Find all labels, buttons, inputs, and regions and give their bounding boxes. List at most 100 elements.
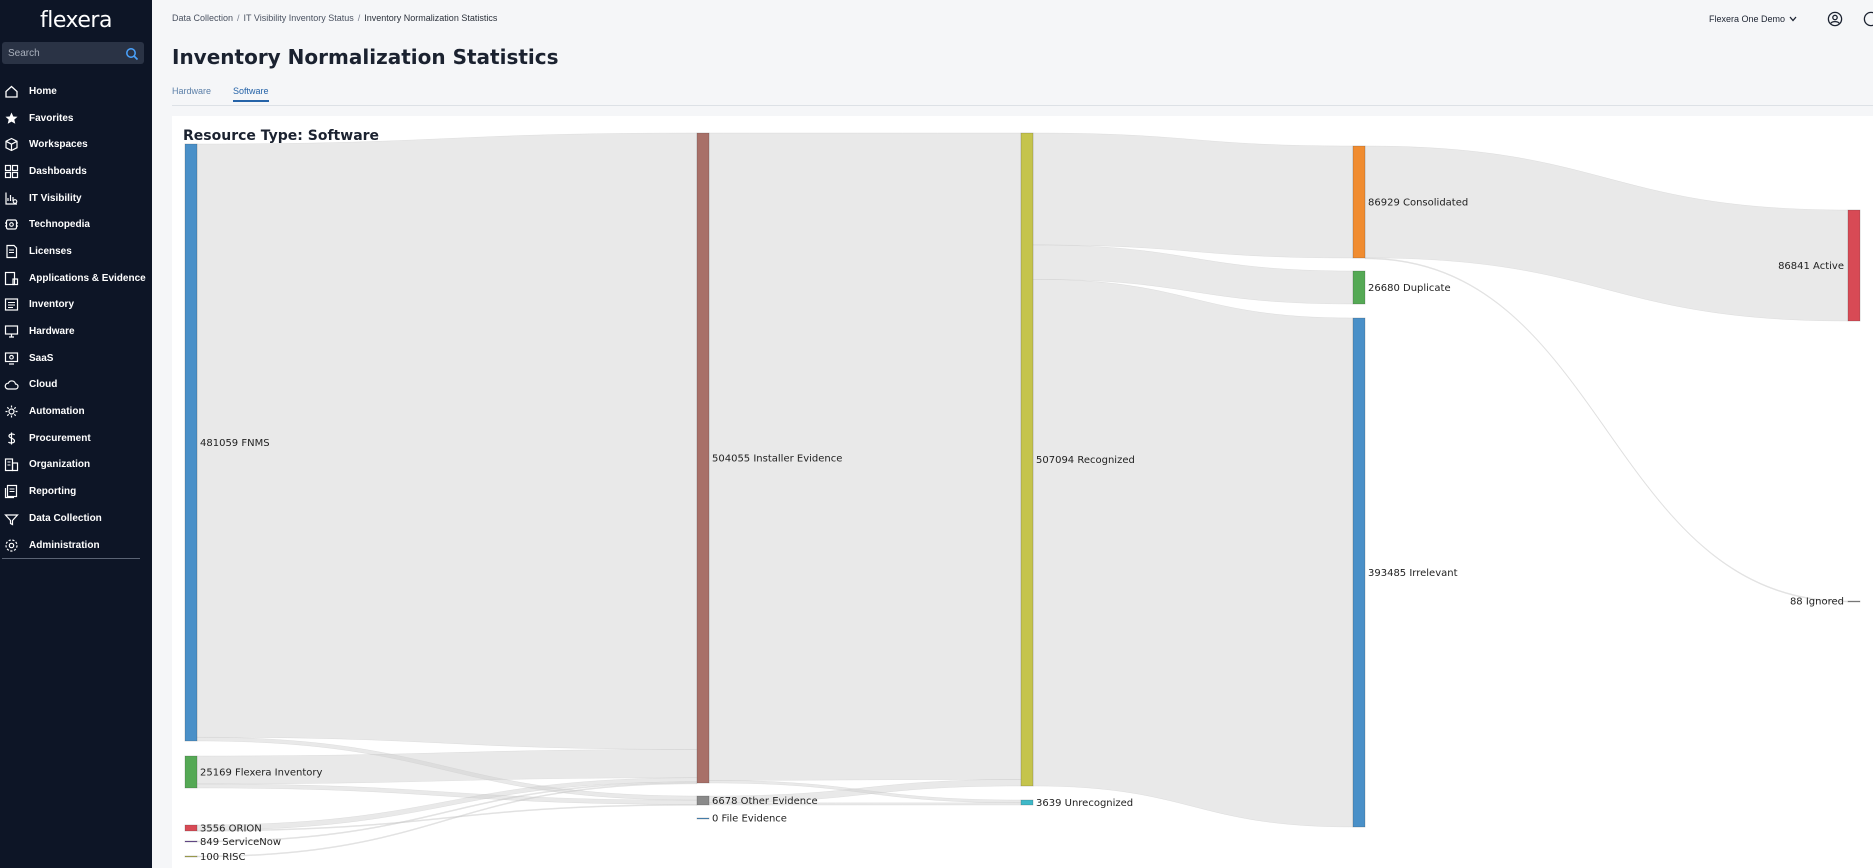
sidebar-item-applications-and-evidence[interactable]: Applications & Evidence <box>0 265 152 292</box>
page-title: Inventory Normalization Statistics <box>172 45 559 69</box>
sidebar-item-favorites[interactable]: Favorites <box>0 105 152 132</box>
sidebar-item-label: Data Collection <box>29 512 102 524</box>
sidebar-item-label: Automation <box>29 406 85 418</box>
sidebar-item-label: Cloud <box>29 379 58 391</box>
sankey-link-risc-to-installer[interactable] <box>196 782 698 858</box>
hardware-icon <box>4 325 19 338</box>
sankey-node-label-consolidated: 86929 Consolidated <box>1368 198 1468 209</box>
home-icon <box>5 85 18 98</box>
sankey-node-unrecognized[interactable] <box>1020 799 1034 806</box>
technopedia-icon <box>5 219 18 230</box>
reporting-icon <box>4 485 18 499</box>
breadcrumb-item-current: Inventory Normalization Statistics <box>364 13 498 23</box>
organization-icon <box>4 458 19 472</box>
sidebar-item-hardware[interactable]: Hardware <box>0 318 152 345</box>
breadcrumb: Data Collection / IT Visibility Inventory … <box>172 13 497 23</box>
sidebar-item-it-visibility[interactable]: IT Visibility <box>0 185 152 212</box>
sidebar-item-label: Applications & Evidence <box>29 272 146 284</box>
sidebar-item-label: Technopedia <box>29 219 90 231</box>
sankey-node-label-risc: 100 RISC <box>200 852 246 863</box>
cube-icon <box>5 138 18 152</box>
breadcrumb-item-data-collection[interactable]: Data Collection <box>172 13 234 23</box>
sidebar-item-label: Workspaces <box>29 139 88 151</box>
sidebar-item-automation[interactable]: Automation <box>0 398 152 425</box>
sidebar-item-procurement[interactable]: Procurement <box>0 425 152 452</box>
tab-hardware[interactable]: Hardware <box>172 86 212 96</box>
sankey-node-label-ignored: 88 Ignored <box>1790 597 1844 608</box>
help-icon[interactable] <box>1863 11 1873 27</box>
sidebar-item-label: Administration <box>29 539 100 551</box>
sankey-node-irrelevant[interactable] <box>1352 317 1366 828</box>
sidebar-item-home[interactable]: Home <box>0 78 152 105</box>
sankey-link-servicenow-to-installer[interactable] <box>196 781 698 843</box>
sankey-node-duplicate[interactable] <box>1352 270 1366 305</box>
sidebar-item-data-collection[interactable]: Data Collection <box>0 505 152 532</box>
applications-icon <box>4 271 19 285</box>
data-collection-icon <box>4 514 19 526</box>
top-right-controls: Flexera One Demo <box>1709 10 1873 28</box>
sidebar-item-technopedia[interactable]: Technopedia <box>0 211 152 238</box>
dollar-icon <box>7 432 16 445</box>
sidebar-item-workspaces[interactable]: Workspaces <box>0 131 152 158</box>
sankey-node-file[interactable] <box>696 817 710 820</box>
cloud-icon <box>4 380 19 391</box>
sankey-node-fnms[interactable] <box>184 143 198 742</box>
sankey-node-consolidated[interactable] <box>1352 145 1366 259</box>
search-input[interactable] <box>8 45 123 61</box>
sankey-node-risc[interactable] <box>184 855 198 858</box>
sankey-node-label-active: 86841 Active <box>1778 261 1844 272</box>
sidebar-item-inventory[interactable]: Inventory <box>0 292 152 319</box>
tabs-divider <box>172 105 1873 106</box>
breadcrumb-separator: / <box>237 13 240 23</box>
sankey-link-orion-to-other[interactable] <box>196 804 698 832</box>
sankey-link-consolidated-to-active[interactable] <box>1364 145 1849 322</box>
sidebar-item-dashboards[interactable]: Dashboards <box>0 158 152 185</box>
tab-software[interactable]: Software <box>233 86 269 102</box>
sankey-nodes <box>184 132 1861 858</box>
sankey-node-other[interactable] <box>696 795 710 806</box>
inventory-icon <box>4 298 19 311</box>
sankey-link-fnms-to-installer[interactable] <box>196 132 698 750</box>
sankey-node-label-recognized: 507094 Recognized <box>1036 455 1135 466</box>
sidebar-item-licenses[interactable]: Licenses <box>0 238 152 265</box>
sankey-node-recognized[interactable] <box>1020 132 1034 787</box>
sidebar-item-cloud[interactable]: Cloud <box>0 372 152 399</box>
sankey-node-orion[interactable] <box>184 824 198 832</box>
star-icon <box>5 112 18 124</box>
license-icon <box>6 244 18 259</box>
sidebar-item-reporting[interactable]: Reporting <box>0 478 152 505</box>
sidebar-item-label: Home <box>29 85 57 97</box>
sidebar-item-label: Procurement <box>29 432 91 444</box>
flexera-logo[interactable]: flexera <box>40 8 112 33</box>
sankey-chart: 481059 FNMS 25169 Flexera Inventory 3556 O… <box>184 132 1861 864</box>
sankey-node-label-unrecognized: 3639 Unrecognized <box>1036 798 1133 809</box>
sankey-links <box>196 132 1849 858</box>
search-icon[interactable] <box>125 46 139 61</box>
automation-icon <box>5 405 18 418</box>
sankey-node-label-irrelevant: 393485 Irrelevant <box>1368 568 1458 579</box>
breadcrumb-item-it-visibility-inventory-status[interactable]: IT Visibility Inventory Status <box>243 13 354 23</box>
sankey-node-label-duplicate: 26680 Duplicate <box>1368 283 1451 294</box>
sidebar-item-label: Reporting <box>29 486 77 498</box>
sankey-node-label-installer: 504055 Installer Evidence <box>712 454 842 465</box>
sankey-node-flexinv[interactable] <box>184 755 198 789</box>
sidebar-item-administration[interactable]: Administration <box>0 532 152 559</box>
org-name: Flexera One Demo <box>1708 14 1785 24</box>
sankey-node-installer[interactable] <box>696 132 710 784</box>
tab-bar: Hardware Software <box>172 86 291 102</box>
sidebar-item-organization[interactable]: Organization <box>0 452 152 479</box>
sankey-link-recognized-to-irrelevant[interactable] <box>1032 279 1354 828</box>
sankey-node-servicenow[interactable] <box>184 840 198 843</box>
org-switcher[interactable]: Flexera One Demo <box>1709 14 1797 24</box>
sankey-node-label-file: 0 File Evidence <box>712 814 787 825</box>
dashboard-icon <box>4 164 19 179</box>
user-icon[interactable] <box>1827 11 1843 27</box>
sankey-node-ignored[interactable] <box>1847 600 1861 603</box>
sankey-node-active[interactable] <box>1847 209 1861 322</box>
sidebar-item-label: Favorites <box>29 112 74 124</box>
sidebar-item-saas[interactable]: SaaS <box>0 345 152 372</box>
sidebar-item-label: Licenses <box>29 245 72 257</box>
sankey-labels: 481059 FNMS 25169 Flexera Inventory 3556 O… <box>200 198 1844 864</box>
sankey-link-recognized-to-consolidated[interactable] <box>1032 132 1354 259</box>
sankey-node-label-flexinv: 25169 Flexera Inventory <box>200 768 323 779</box>
